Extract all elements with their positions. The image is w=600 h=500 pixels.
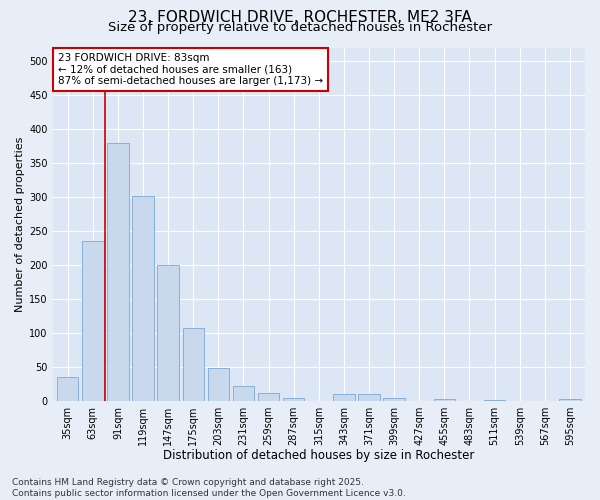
X-axis label: Distribution of detached houses by size in Rochester: Distribution of detached houses by size … — [163, 450, 475, 462]
Text: Contains HM Land Registry data © Crown copyright and database right 2025.
Contai: Contains HM Land Registry data © Crown c… — [12, 478, 406, 498]
Bar — [559, 399, 581, 401]
Bar — [383, 398, 405, 401]
Bar — [82, 242, 104, 401]
Bar — [133, 196, 154, 401]
Bar — [57, 378, 79, 401]
Bar — [157, 265, 179, 401]
Y-axis label: Number of detached properties: Number of detached properties — [15, 136, 25, 312]
Bar — [233, 386, 254, 401]
Text: Size of property relative to detached houses in Rochester: Size of property relative to detached ho… — [108, 22, 492, 35]
Bar — [182, 328, 204, 401]
Bar — [434, 399, 455, 401]
Bar — [358, 394, 380, 401]
Bar — [484, 400, 505, 401]
Text: 23, FORDWICH DRIVE, ROCHESTER, ME2 3FA: 23, FORDWICH DRIVE, ROCHESTER, ME2 3FA — [128, 10, 472, 25]
Bar — [333, 394, 355, 401]
Bar — [208, 368, 229, 401]
Bar — [258, 393, 279, 401]
Bar — [107, 142, 128, 401]
Text: 23 FORDWICH DRIVE: 83sqm
← 12% of detached houses are smaller (163)
87% of semi-: 23 FORDWICH DRIVE: 83sqm ← 12% of detach… — [58, 53, 323, 86]
Bar — [283, 398, 304, 401]
